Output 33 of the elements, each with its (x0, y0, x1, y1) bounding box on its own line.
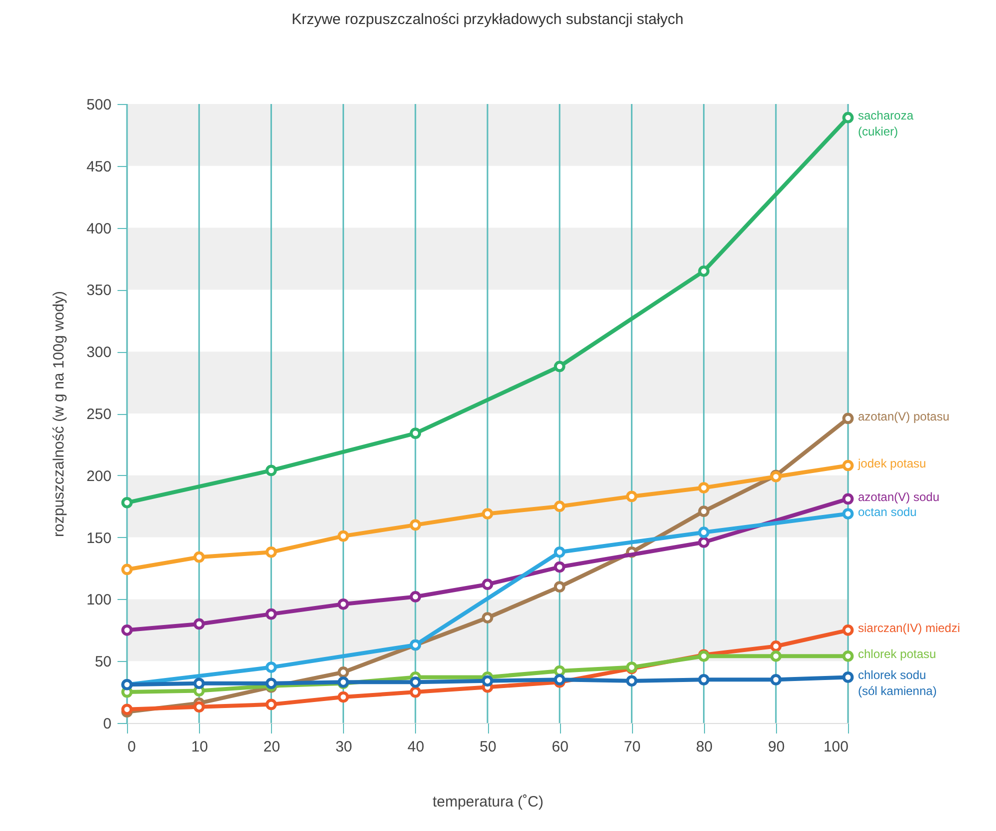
y-tick-label: 350 (86, 282, 112, 300)
series-label: sacharoza (cukier) (858, 108, 914, 139)
x-tick-label: 10 (191, 738, 208, 756)
x-tick-label: 50 (480, 738, 496, 756)
x-tick-label: 60 (552, 738, 568, 756)
y-tick-label: 100 (86, 592, 112, 609)
series-label: jodek potasu (857, 456, 926, 470)
x-tick-label: 0 (128, 738, 136, 756)
y-tick-label: 50 (94, 654, 112, 671)
series-label: azotan(V) potasu (858, 409, 950, 424)
y-axis-title: rozpuszczalność (w g na 100g wody) (50, 291, 68, 537)
x-tick-label: 40 (408, 738, 424, 756)
y-tick-label: 300 (86, 344, 112, 362)
series-label: azotan(V) sodu (858, 490, 940, 504)
x-tick-label: 90 (768, 738, 785, 756)
x-axis-title: temperatura (˚C) (432, 794, 544, 810)
x-tick-label: 20 (263, 738, 280, 756)
series-label: octan sodu (858, 504, 917, 519)
chart-title: Krzywe rozpuszczalności przykładowych substancji stałych (292, 11, 684, 28)
y-tick-label: 0 (103, 716, 112, 732)
y-tick-label: 400 (86, 220, 112, 238)
y-tick-label: 500 (86, 96, 112, 114)
series-label: chlorek sodu (sól kamienna) (858, 668, 937, 698)
series-label: siarczan(IV) miedzi (858, 621, 960, 636)
x-tick-label: 70 (624, 738, 641, 756)
x-tick-label: 80 (696, 738, 713, 756)
y-tick-label: 450 (86, 158, 112, 176)
x-tick-label: 100 (823, 738, 848, 756)
y-tick-label: 250 (86, 406, 112, 423)
y-tick-label: 150 (86, 530, 112, 547)
series-label: chlorek potasu (858, 647, 936, 662)
y-tick-label: 200 (86, 468, 112, 485)
x-tick-label: 30 (335, 738, 352, 756)
